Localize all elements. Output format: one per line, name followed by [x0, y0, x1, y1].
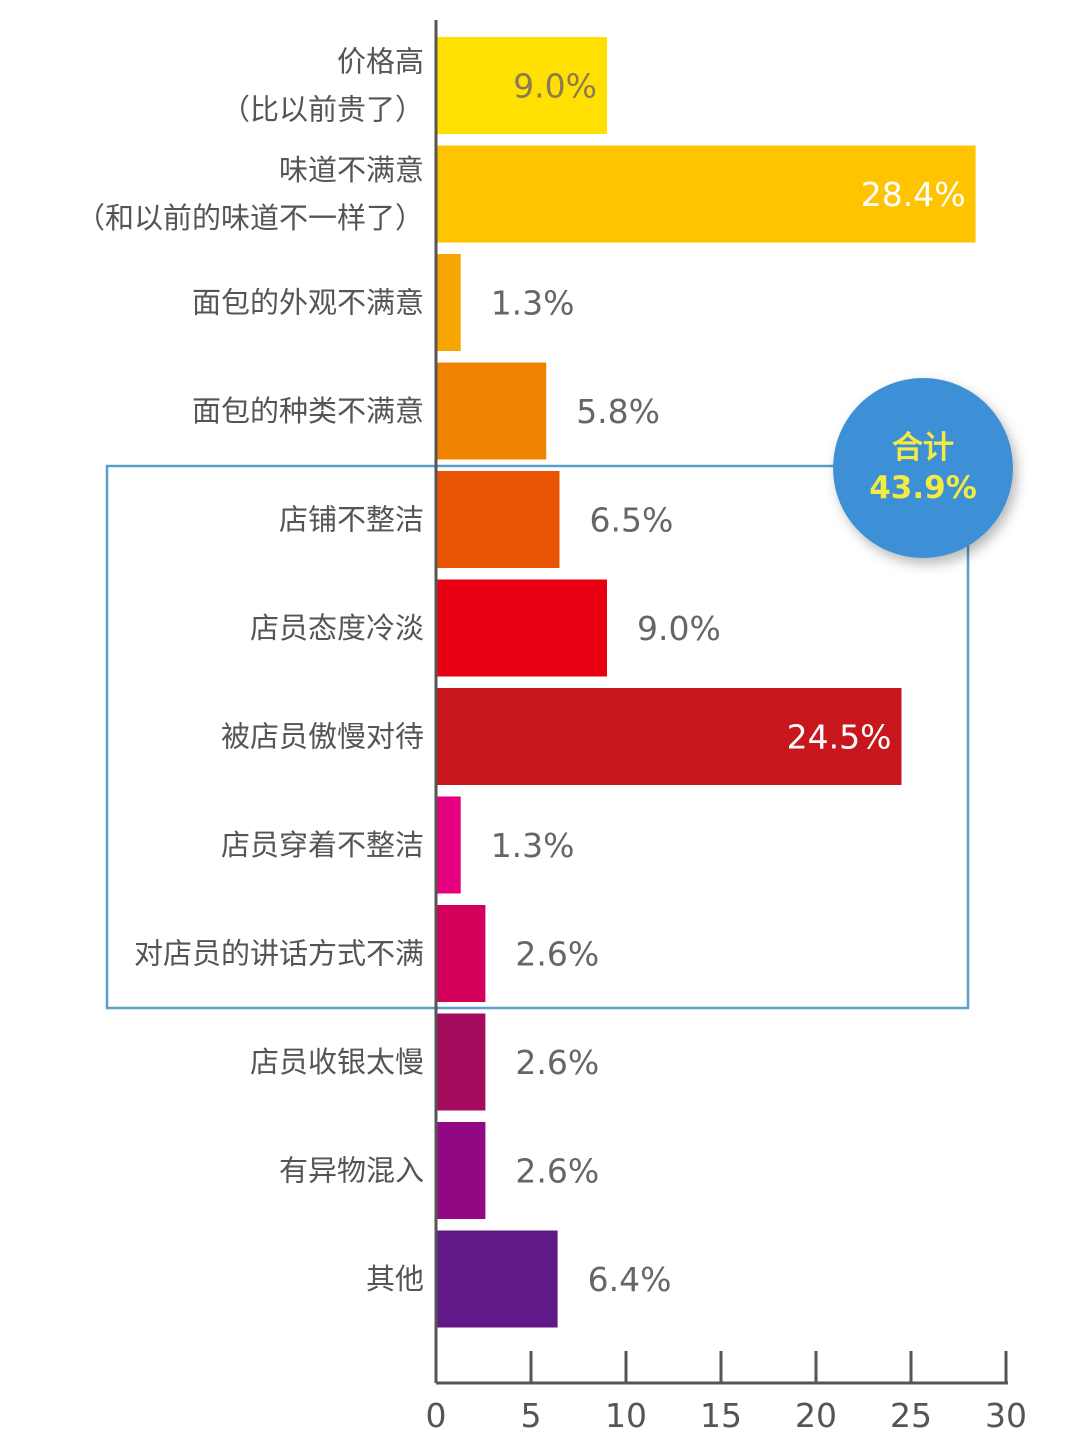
- category-label: （和以前的味道不一样了）: [76, 201, 424, 235]
- value-label: 1.3%: [491, 284, 575, 323]
- category-label: 面包的外观不满意: [192, 286, 424, 320]
- total-badge-title: 合计: [892, 430, 954, 466]
- bar: [436, 1013, 486, 1111]
- value-label: 24.5%: [787, 718, 892, 757]
- x-tick-label: 30: [985, 1396, 1027, 1435]
- value-label: 5.8%: [576, 392, 660, 431]
- bar: [436, 688, 902, 785]
- bar: [436, 796, 461, 894]
- x-tick-label: 0: [426, 1396, 447, 1435]
- category-label: 店员收银太慢: [250, 1045, 424, 1079]
- x-tick-label: 10: [605, 1396, 647, 1435]
- x-tick-label: 5: [521, 1396, 542, 1435]
- category-label: 店员态度冷淡: [250, 611, 424, 645]
- value-label: 1.3%: [491, 826, 575, 865]
- bar: [436, 1122, 486, 1219]
- highlight-group-box: [105, 464, 970, 1010]
- bar: [436, 905, 486, 1002]
- category-label: 对店员的讲话方式不满: [134, 937, 424, 971]
- bar: [436, 145, 976, 243]
- value-label: 2.6%: [515, 935, 599, 974]
- bar: [436, 579, 607, 677]
- category-label: 被店员傲慢对待: [221, 720, 424, 754]
- category-label: 面包的种类不满意: [192, 394, 424, 428]
- category-label: 价格高: [337, 45, 424, 79]
- total-badge: [833, 378, 1013, 558]
- value-label: 2.6%: [515, 1043, 599, 1082]
- bar: [436, 254, 461, 351]
- total-badge-value: 43.9%: [869, 470, 977, 506]
- category-label: （比以前贵了）: [221, 93, 424, 127]
- bar: [436, 362, 547, 460]
- bar: [436, 1230, 558, 1328]
- category-label: 店员穿着不整洁: [221, 828, 424, 862]
- bar: [436, 37, 607, 134]
- category-label: 有异物混入: [279, 1154, 424, 1188]
- value-label: 28.4%: [861, 175, 966, 214]
- value-label: 6.5%: [590, 501, 674, 540]
- x-tick-label: 20: [795, 1396, 837, 1435]
- category-label: 味道不满意: [279, 153, 424, 187]
- category-label: 其他: [366, 1262, 424, 1296]
- bar: [436, 471, 560, 568]
- x-tick-label: 25: [890, 1396, 932, 1435]
- value-label: 6.4%: [588, 1260, 672, 1299]
- value-label: 9.0%: [513, 67, 597, 106]
- value-label: 9.0%: [637, 609, 721, 648]
- category-label: 店铺不整洁: [279, 503, 424, 537]
- x-tick-label: 15: [700, 1396, 742, 1435]
- value-label: 2.6%: [515, 1152, 599, 1191]
